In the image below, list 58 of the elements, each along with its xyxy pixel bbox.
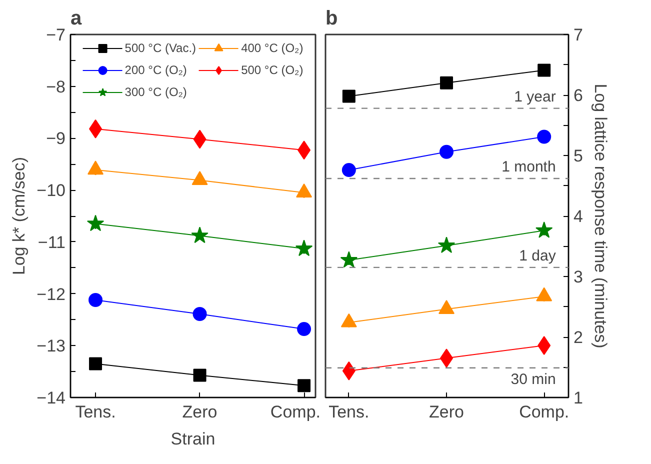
y-tick-label: 1 bbox=[574, 388, 583, 408]
point bbox=[192, 307, 207, 321]
point bbox=[342, 90, 356, 103]
ref-line-label: 30 min bbox=[510, 370, 556, 388]
y-tick-label: −14 bbox=[36, 388, 66, 408]
y-tick-label: 4 bbox=[574, 207, 583, 226]
legend-label: 400 °C (O₂) bbox=[241, 41, 304, 55]
y-tick-label: −10 bbox=[36, 181, 66, 200]
point bbox=[297, 322, 312, 336]
legend-label: 200 °C (O₂) bbox=[124, 63, 187, 77]
point bbox=[536, 222, 553, 238]
point bbox=[86, 214, 104, 232]
point bbox=[438, 236, 456, 254]
point bbox=[340, 313, 357, 328]
ref-line-label: 1 day bbox=[519, 247, 556, 264]
y-tick-label: 2 bbox=[574, 328, 583, 347]
legend-label: 500 °C (O₂) bbox=[241, 63, 304, 77]
point bbox=[440, 76, 454, 90]
y-axis-title: Log k* (cm/sec) bbox=[10, 156, 29, 276]
chart-title: b bbox=[326, 8, 338, 30]
x-tick-label: Tens. bbox=[328, 402, 370, 422]
x-tick-label: Zero bbox=[429, 402, 464, 422]
y-tick-label: 5 bbox=[574, 146, 583, 166]
point bbox=[89, 357, 102, 370]
y-tick-label: −12 bbox=[36, 284, 66, 304]
point bbox=[191, 226, 208, 244]
chart-title: a bbox=[70, 8, 82, 30]
ref-line-label: 1 month bbox=[502, 158, 556, 176]
point bbox=[295, 240, 313, 256]
y-tick-label: 7 bbox=[574, 26, 583, 44]
point bbox=[88, 160, 104, 175]
point bbox=[298, 379, 311, 392]
legend-label: 500 °C (Vac.) bbox=[124, 41, 196, 55]
point bbox=[296, 184, 312, 198]
point bbox=[342, 163, 356, 178]
y-tick-label: 6 bbox=[574, 86, 583, 105]
point bbox=[192, 171, 208, 186]
y-tick-label: −9 bbox=[46, 129, 66, 148]
y-axis-title: Log lattice response time (minutes) bbox=[590, 84, 610, 348]
y-tick-label: −11 bbox=[38, 232, 66, 252]
y-tick-label: −8 bbox=[46, 77, 66, 96]
x-tick-label: Comp. bbox=[519, 402, 570, 422]
y-tick-label: 3 bbox=[574, 268, 583, 286]
ref-line-label: 1 year bbox=[514, 88, 556, 106]
point bbox=[537, 130, 552, 144]
y-tick-label: −7 bbox=[46, 26, 66, 44]
x-axis-title: Strain bbox=[170, 430, 216, 448]
point bbox=[193, 368, 206, 382]
y-tick-label: −13 bbox=[36, 336, 66, 356]
legend-label: 300 °C (O₂) bbox=[124, 85, 187, 99]
point bbox=[340, 251, 358, 268]
point bbox=[438, 300, 455, 314]
x-tick-label: Zero bbox=[182, 402, 218, 422]
point bbox=[440, 144, 454, 159]
point bbox=[538, 64, 551, 77]
x-tick-label: Tens. bbox=[75, 402, 116, 422]
point bbox=[88, 293, 103, 307]
x-tick-label: Comp. bbox=[270, 402, 321, 422]
